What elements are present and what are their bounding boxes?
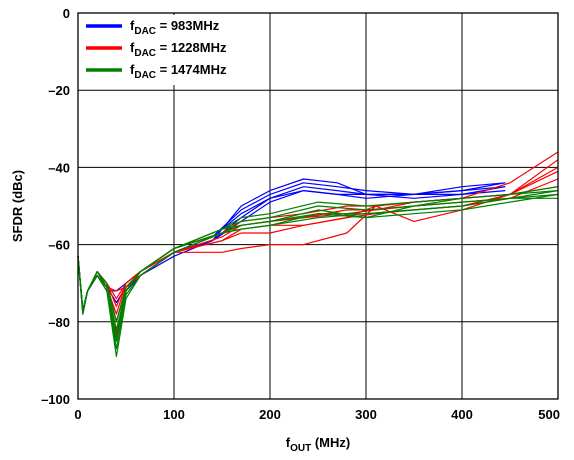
x-tick-label: 200 (259, 407, 281, 422)
series-line (77, 178, 559, 315)
y-tick-label: –20 (48, 83, 70, 98)
series-line (77, 186, 506, 323)
series-line (77, 170, 559, 323)
series-line (77, 193, 559, 338)
y-axis-label: SFDR (dBc) (10, 170, 25, 242)
plot-series (77, 151, 559, 358)
x-tick-label: 100 (163, 407, 185, 422)
y-tick-label: –100 (41, 392, 70, 407)
x-tick-label: 0 (74, 407, 81, 422)
x-axis-label: fOUT (MHz) (286, 435, 350, 454)
series-line (77, 186, 559, 311)
series-group (77, 151, 559, 334)
legend-entry: fDAC = 1474MHz (86, 62, 227, 81)
x-axis-label-sub: OUT (290, 443, 311, 454)
legend-entry: fDAC = 1228MHz (86, 40, 227, 59)
x-axis-label-main: f (286, 435, 291, 450)
y-tick-label: 0 (63, 6, 70, 21)
y-tick-label: –60 (48, 238, 70, 253)
x-tick-label: 400 (451, 407, 473, 422)
legend-label: fDAC = 1474MHz (130, 62, 227, 81)
y-tick-label: –80 (48, 315, 70, 330)
series-line (77, 151, 559, 334)
x-tick-label: 500 (538, 407, 560, 422)
tick-labels: 0 –20 –40 –60 –80 –100 0 100 200 300 400 500 (41, 6, 560, 422)
series-line (77, 190, 506, 342)
legend: fDAC = 983MHz fDAC = 1228MHz fDAC = 1474MH… (86, 18, 227, 81)
y-tick-label: –40 (48, 160, 70, 175)
series-group (77, 186, 559, 358)
x-tick-label: 300 (355, 407, 377, 422)
legend-entry: fDAC = 983MHz (86, 18, 220, 37)
plot-frame (77, 12, 559, 400)
series-line (77, 186, 559, 323)
legend-label: fDAC = 1228MHz (130, 40, 227, 59)
series-line (77, 193, 559, 358)
x-axis-label-rest: (MHz) (311, 435, 350, 450)
legend-label: fDAC = 983MHz (130, 18, 220, 37)
series-line (77, 178, 506, 315)
series-line (77, 159, 559, 311)
